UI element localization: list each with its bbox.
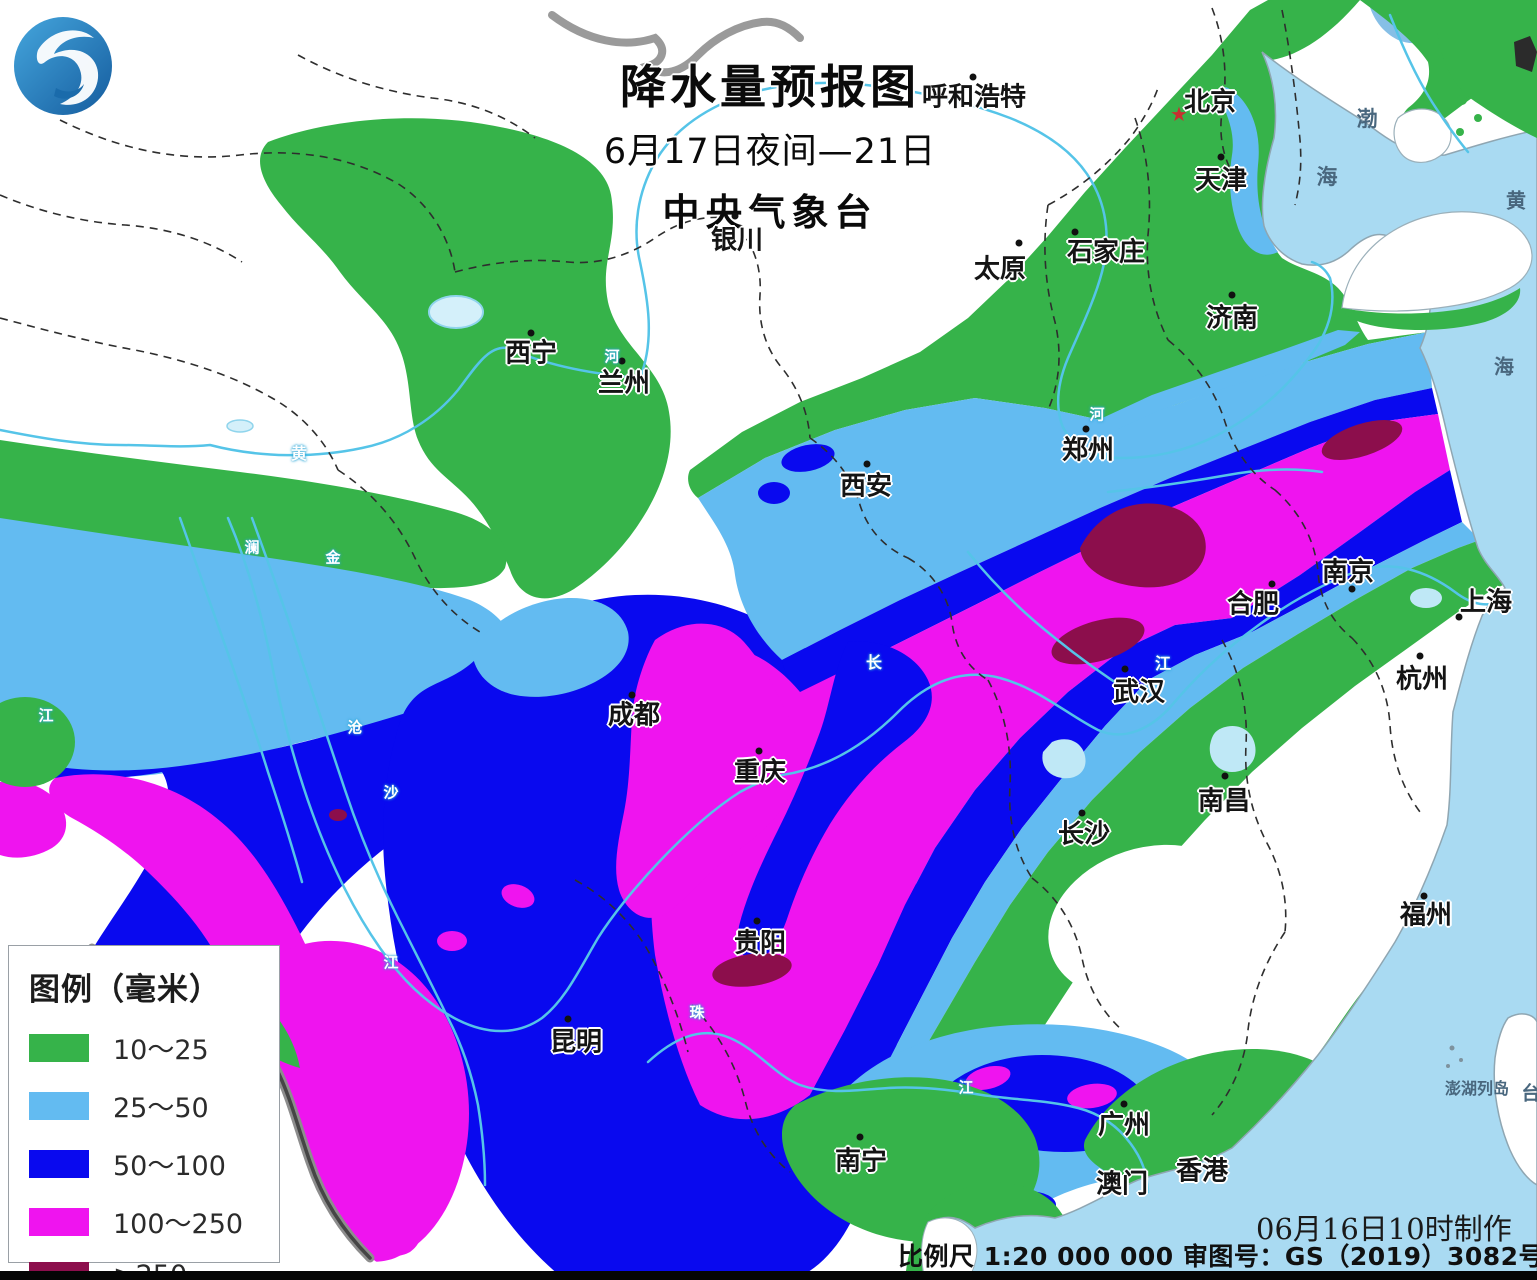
- region-band-25-50-nw: [698, 332, 1432, 660]
- precip-blue-band-nw: [758, 388, 1438, 692]
- islands: [921, 1013, 1537, 1280]
- region-white-hole: [1048, 844, 1248, 1000]
- precip-magenta-main: [616, 414, 1450, 1120]
- cma-logo: [14, 17, 112, 115]
- province-borders: [0, 7, 1421, 1173]
- region-band-50-100-se: [810, 470, 1462, 1125]
- region-blue-notch: [737, 641, 932, 961]
- region-tibet-lightblue: [0, 518, 514, 778]
- shandong-peninsula: [1341, 211, 1533, 330]
- extreme-precip-blobs: [329, 419, 1403, 987]
- lightblue-ne-slivers: [1098, 87, 1360, 438]
- northeast-corner-land: [1268, 0, 1537, 163]
- lakes: [226, 295, 1442, 779]
- rivers: [0, 13, 1507, 1194]
- coastal-magenta-spots: [965, 1065, 1117, 1109]
- region-chengdu-lightblue: [472, 597, 629, 697]
